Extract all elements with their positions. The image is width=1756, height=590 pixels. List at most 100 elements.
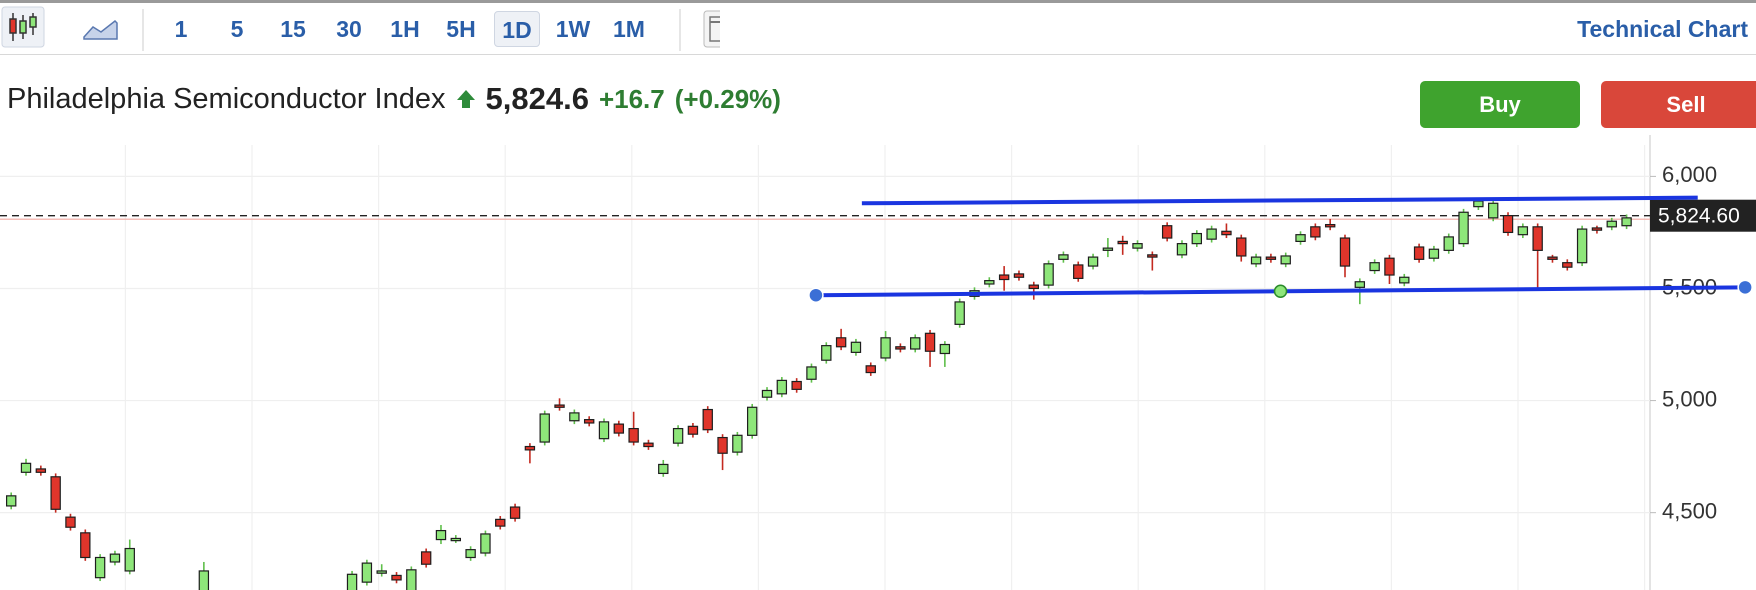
candle-body <box>687 425 699 435</box>
interval-button[interactable]: 1 <box>174 16 188 42</box>
candle-body <box>791 380 802 390</box>
toolbar-icons <box>1 6 720 51</box>
candle-body <box>865 365 876 374</box>
candle-body <box>643 442 654 448</box>
candle-body <box>1013 273 1025 278</box>
candle-body <box>465 549 476 559</box>
candle-body <box>1087 256 1099 267</box>
candle-body <box>1517 226 1529 236</box>
candle-body <box>613 423 625 434</box>
candle-body <box>1265 256 1277 260</box>
candle-body <box>1102 247 1114 251</box>
sell-button[interactable]: Sell <box>1601 81 1756 128</box>
candle-body <box>50 476 61 510</box>
interval-button[interactable]: 1H <box>390 16 420 42</box>
candle-body <box>1576 228 1588 264</box>
candle-body <box>732 434 743 453</box>
candle-body <box>94 556 106 579</box>
line-icon[interactable] <box>83 19 118 40</box>
candle-body <box>910 337 921 350</box>
candle-body <box>1191 232 1202 245</box>
change: +16.7 <box>598 83 665 114</box>
candle-body <box>124 547 135 572</box>
candle-body <box>672 427 684 444</box>
candle-body <box>5 495 17 507</box>
interval-button[interactable]: 1W <box>555 16 591 42</box>
candle-body <box>821 345 832 361</box>
candle-body <box>524 445 536 451</box>
candle-body <box>702 408 713 431</box>
candle-body <box>450 537 462 542</box>
trend-handle <box>1737 279 1753 296</box>
candle-body <box>1487 202 1499 219</box>
up-arrow <box>456 90 475 108</box>
candle-body <box>806 366 817 380</box>
candle-body <box>1073 264 1084 279</box>
candle-body <box>1591 227 1603 231</box>
candle-body <box>198 570 210 590</box>
change-pct: (+0.29%) <box>674 83 781 114</box>
candle-body <box>1621 217 1632 227</box>
trend-mid-handle <box>1273 284 1288 299</box>
candle-body <box>346 573 358 590</box>
candle-body <box>998 274 1010 281</box>
interval-button[interactable]: 30 <box>336 16 362 42</box>
candle-body <box>554 404 565 408</box>
candle-body <box>939 343 951 355</box>
y-tick-label: 5,000 <box>1662 386 1717 411</box>
candle-body <box>1176 243 1188 256</box>
y-tick-label: 4,500 <box>1662 498 1717 523</box>
candle-body <box>420 551 432 565</box>
technical-chart-link[interactable]: Technical Chart <box>1577 16 1748 42</box>
candle-body <box>598 421 610 440</box>
interval-button[interactable]: 15 <box>280 16 306 42</box>
candle-body <box>1295 234 1306 242</box>
header: Philadelphia Semiconductor Index 5,824.6… <box>7 76 781 122</box>
candle-body <box>1532 226 1543 251</box>
candle-body <box>850 341 862 353</box>
candle-body <box>1354 281 1366 288</box>
trend-line <box>861 195 1698 206</box>
candle-body <box>1428 248 1440 259</box>
candle-body <box>1473 200 1484 208</box>
plot-area <box>0 197 1650 590</box>
candle-body <box>109 553 121 563</box>
candle-body <box>361 562 373 583</box>
candle-body <box>984 280 995 285</box>
candle-body <box>583 419 595 424</box>
candle-body <box>435 529 447 541</box>
candle-body <box>1043 263 1054 286</box>
interval-button[interactable]: 5 <box>230 16 244 42</box>
candle-body <box>776 379 788 395</box>
candle-body <box>761 389 773 398</box>
interval-button[interactable]: 1M <box>613 16 645 42</box>
buy-button[interactable]: Buy <box>1420 81 1580 128</box>
candle-body <box>1147 254 1158 258</box>
candle-body <box>406 569 417 590</box>
candle-body <box>480 533 491 554</box>
candle-body <box>954 301 965 325</box>
candle-body <box>539 413 550 443</box>
candle-body <box>35 468 47 473</box>
candle-body <box>746 406 758 436</box>
candle-body <box>1413 246 1425 260</box>
last-price-box <box>1650 199 1756 232</box>
candle-body <box>1339 237 1351 267</box>
candle-body <box>20 462 32 473</box>
price: 5,824.6 <box>485 81 589 116</box>
interval-button[interactable]: 1D <box>494 11 540 47</box>
candle-body <box>1547 256 1558 260</box>
candle-body <box>1058 254 1069 260</box>
candle-body <box>376 570 387 574</box>
trend-handle <box>808 287 824 303</box>
candle-body <box>658 463 669 475</box>
candle-body <box>569 412 580 422</box>
y-tick-label: 6,000 <box>1662 162 1717 187</box>
candle-body <box>1606 220 1617 228</box>
candle-body <box>1206 228 1217 240</box>
layout-icon[interactable] <box>703 10 720 48</box>
interval-button[interactable]: 5H <box>446 16 476 42</box>
candle-body <box>1132 243 1143 249</box>
